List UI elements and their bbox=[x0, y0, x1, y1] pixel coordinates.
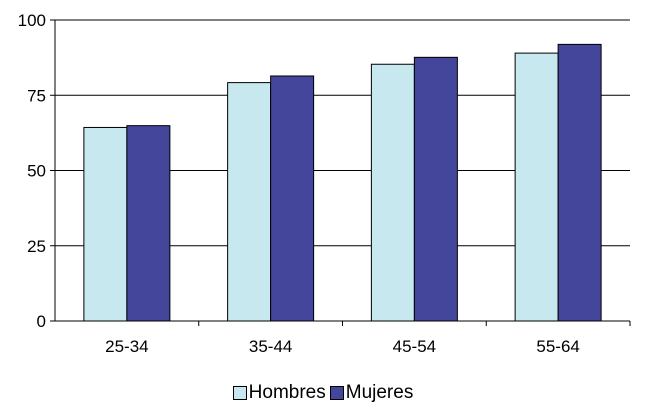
y-tick-label: 0 bbox=[37, 312, 46, 331]
y-tick-label: 100 bbox=[18, 11, 46, 30]
x-tick-labels: 25-34 35-44 45-54 55-64 bbox=[105, 337, 580, 356]
legend-label-hombres: Hombres bbox=[248, 382, 326, 403]
legend-item-mujeres: Mujeres bbox=[329, 382, 414, 404]
axes bbox=[50, 19, 631, 326]
x-tick-label: 25-34 bbox=[105, 337, 148, 356]
legend-swatch-mujeres bbox=[329, 386, 344, 400]
y-tick-label: 75 bbox=[27, 86, 46, 105]
bar-mujeres-25-34 bbox=[126, 125, 171, 322]
bars bbox=[83, 43, 602, 322]
bar-chart: 0 25 50 75 100 25-34 35-44 45-54 55-64 bbox=[18, 11, 631, 356]
legend-label-mujeres: Mujeres bbox=[345, 382, 414, 403]
y-tick-labels: 0 25 50 75 100 bbox=[18, 11, 46, 331]
y-tick-label: 25 bbox=[27, 237, 46, 256]
bar-hombres-25-34 bbox=[83, 126, 128, 322]
x-tick-label: 35-44 bbox=[249, 337, 292, 356]
bar-mujeres-35-44 bbox=[270, 75, 315, 322]
legend-swatch-hombres bbox=[232, 386, 247, 400]
x-tick-label: 55-64 bbox=[536, 337, 579, 356]
bar-mujeres-45-54 bbox=[413, 56, 458, 322]
legend: Hombres Mujeres bbox=[0, 382, 646, 404]
y-tick-label: 50 bbox=[27, 162, 46, 181]
bar-mujeres-55-64 bbox=[557, 43, 602, 322]
x-tick-label: 45-54 bbox=[393, 337, 436, 356]
bar-hombres-55-64 bbox=[514, 52, 559, 322]
bar-hombres-35-44 bbox=[227, 82, 272, 322]
bar-hombres-45-54 bbox=[370, 63, 415, 322]
legend-item-hombres: Hombres bbox=[232, 382, 326, 404]
